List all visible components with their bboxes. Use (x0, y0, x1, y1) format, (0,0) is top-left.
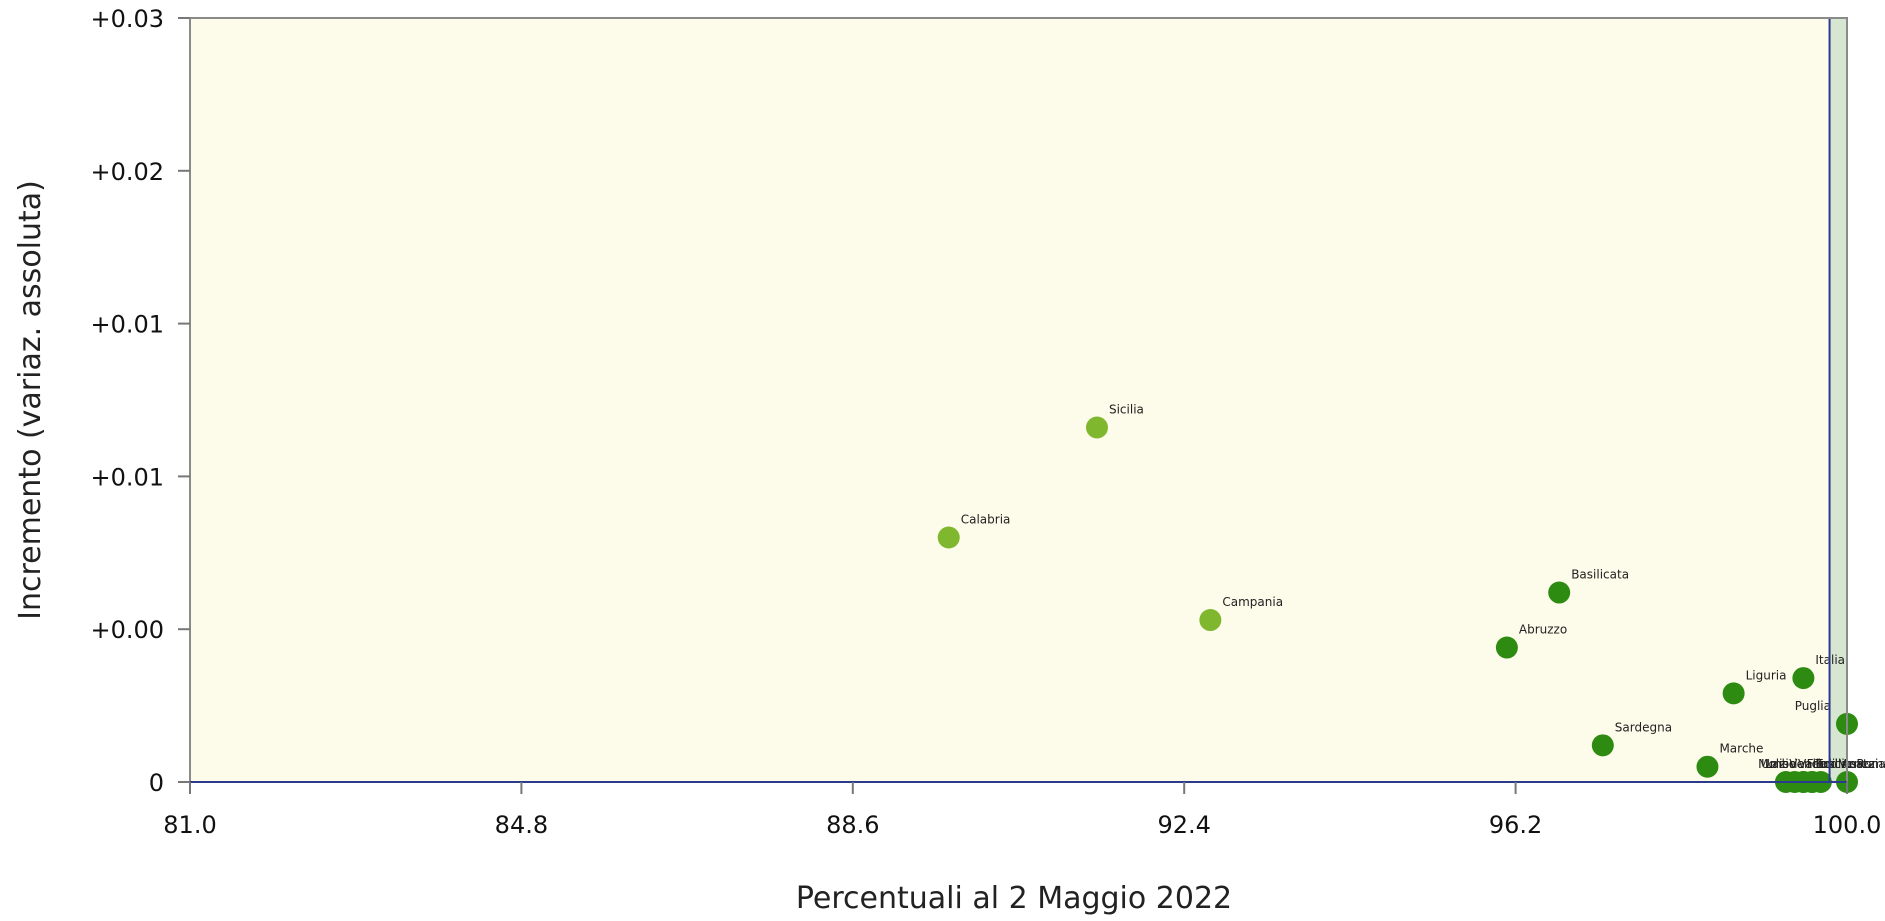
y-tick-label-5: +0.02 (90, 158, 164, 186)
data-label-emilia-romagna: Emilia-Romagna (1815, 757, 1885, 771)
y-tick-label-1: 0 (149, 769, 164, 797)
background-region-2 (1829, 18, 1847, 782)
data-label-lazio: Lazio (1765, 757, 1796, 771)
x-axis-ticks: 81.0 84.8 88.6 92.4 96.2 100.0 (163, 782, 1881, 839)
background-region-1 (190, 18, 1830, 782)
x-tick-label-2: 84.8 (495, 811, 548, 839)
background-regions (190, 18, 1847, 782)
y-tick-label-3: +0.01 (90, 463, 164, 491)
x-tick-label-1: 81.0 (163, 811, 216, 839)
data-label-marche: Marche (1719, 742, 1763, 756)
data-point-campania (1199, 609, 1222, 632)
data-label-abruzzo: Abruzzo (1519, 623, 1567, 637)
data-label-basilicata: Basilicata (1571, 568, 1629, 582)
x-axis-title: Percentuali al 2 Maggio 2022 (796, 881, 1232, 916)
y-tick-label-6: +0.03 (90, 5, 164, 33)
data-label-veneto: Veneto (1789, 757, 1831, 771)
data-point-italia (1792, 667, 1815, 690)
data-label-valle-d-aosta: Valle d'Aosta (1798, 757, 1875, 771)
data-label-umbria: Umbria (1761, 757, 1805, 771)
data-point-basilicata (1548, 581, 1571, 604)
data-label-toscana: Toscana (1814, 757, 1863, 771)
data-point-abruzzo (1495, 636, 1518, 659)
data-point-labels: Sicilia Calabria Campania Basilicata Abruzzo… (961, 403, 1885, 771)
data-label-calabria: Calabria (961, 513, 1011, 527)
x-tick-label-3: 88.6 (826, 811, 879, 839)
data-point-liguria (1722, 682, 1745, 705)
data-point-sicilia (1085, 416, 1108, 439)
data-point-marche (1696, 755, 1719, 778)
x-tick-label-5: 96.2 (1489, 811, 1542, 839)
data-label-sardegna: Sardegna (1615, 720, 1672, 734)
y-tick-label-4: +0.01 (90, 311, 164, 339)
y-axis-ticks: 0 +0.00 +0.01 +0.01 +0.02 +0.03 (90, 5, 190, 797)
data-label-liguria: Liguria (1746, 668, 1787, 682)
plot-frame (189, 17, 1848, 783)
x-tick-label-4: 92.4 (1157, 811, 1210, 839)
data-label-puglia: Puglia (1795, 699, 1831, 713)
x-tick-label-6: 100.0 (1813, 811, 1882, 839)
y-tick-label-2: +0.00 (90, 616, 164, 644)
data-point-calabria (937, 526, 960, 549)
data-label-campania: Campania (1222, 595, 1283, 609)
data-label-sicilia: Sicilia (1109, 403, 1144, 417)
data-points (937, 416, 1858, 793)
data-label-friuli-venezia-giulia: Friuli Venezia Giulia (1807, 757, 1885, 771)
y-axis-title: Incremento (variaz. assoluta) (13, 180, 48, 620)
data-label-molise: Molise (1758, 757, 1796, 771)
data-point-sardegna (1591, 734, 1614, 757)
